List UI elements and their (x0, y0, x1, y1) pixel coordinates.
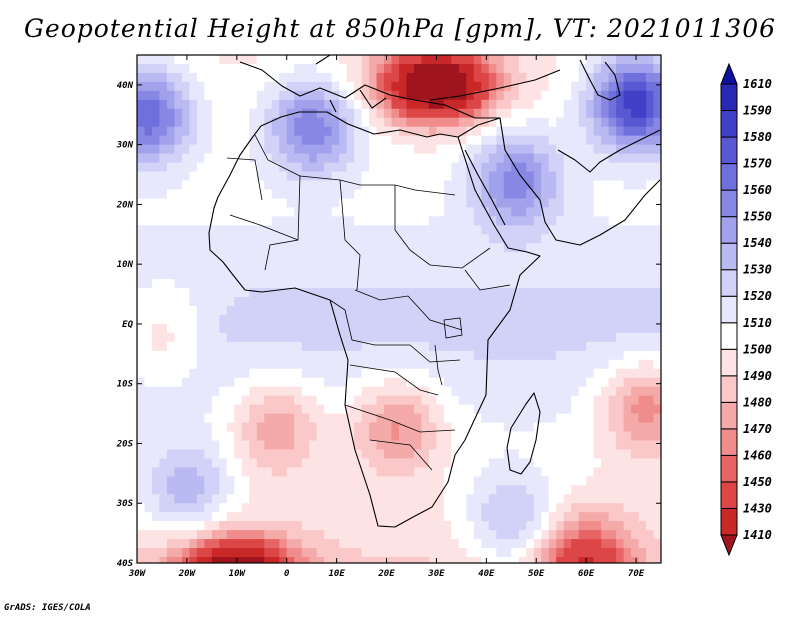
colorbar-level-label: 1540 (743, 236, 772, 250)
lon-tick-label: 20E (377, 569, 395, 579)
lake-tanganyika (434, 344, 443, 386)
colorbar-swatch (720, 348, 738, 377)
map-title: Geopotential Height at 850hPa [gpm], VT:… (23, 14, 777, 43)
colorbar-level-label: 1610 (743, 77, 772, 91)
colorbar: 1410 1430 1450 1460 1470 1480 1490 1500 1510 1520… (720, 62, 772, 557)
lon-tick-label: 60E (578, 569, 595, 579)
lon-tick-label: 30W (128, 569, 147, 579)
colorbar-level-label: 1500 (743, 342, 772, 356)
colorbar-level-label: 1490 (743, 369, 772, 383)
lake-victoria (443, 317, 463, 339)
colorbar-swatch (720, 322, 738, 350)
lon-tick-label: 50E (528, 569, 545, 579)
colorbar-swatch (720, 136, 738, 165)
colorbar-swatch (720, 242, 738, 271)
lat-tick-label: 20S (116, 439, 134, 449)
colorbar-swatch (720, 507, 738, 536)
coastlines-and-borders (208, 55, 661, 528)
colorbar-level-label: 1410 (743, 528, 772, 542)
colorbar-level-label: 1570 (743, 157, 772, 171)
africa-coastline (208, 111, 541, 528)
colorbar-swatch (720, 454, 738, 483)
lat-tick-label: 20N (116, 200, 134, 210)
colorbar-min-arrow (720, 534, 738, 557)
caspian-sea-coast (579, 59, 621, 101)
lat-tick-label: 30S (116, 499, 134, 509)
country-borders (226, 134, 511, 471)
lon-tick-label: 20W (178, 569, 197, 579)
lat-tick-label: 40N (117, 81, 134, 91)
colorbar-level-label: 1510 (743, 316, 772, 330)
colorbar-swatch (720, 216, 738, 244)
lon-tick-label: 30E (427, 569, 445, 579)
colorbar-swatch (720, 375, 738, 403)
colorbar-level-label: 1460 (743, 448, 772, 462)
colorbar-level-label: 1530 (743, 263, 772, 277)
geopotential-field (137, 55, 661, 563)
map-frame (136, 54, 662, 564)
madagascar-coastline (506, 392, 541, 475)
colorbar-swatch (720, 481, 738, 509)
lon-tick-label: 0 (284, 569, 290, 579)
colorbar-max-arrow (720, 62, 738, 85)
persian-gulf-coast (557, 129, 661, 173)
colorbar-level-label: 1480 (743, 395, 772, 409)
colorbar-swatch (720, 269, 738, 297)
colorbar-level-label: 1470 (743, 422, 772, 436)
colorbar-swatch (720, 163, 738, 191)
colorbar-swatch (720, 428, 738, 456)
lat-tick-label: 10N (117, 260, 134, 270)
colorbar-level-label: 1520 (743, 289, 772, 303)
lon-tick-label: 70E (628, 569, 645, 579)
lat-tick-label: 30N (116, 141, 134, 151)
colorbar-swatch (720, 83, 738, 112)
colorbar-level-label: 1430 (743, 501, 772, 515)
colorbar-level-label: 1590 (743, 104, 772, 118)
red-sea-coast (464, 149, 506, 226)
colorbar-level-label: 1450 (743, 475, 772, 489)
lat-tick-label: 40S (117, 559, 134, 569)
colorbar-swatch (720, 189, 738, 218)
europe-coastline (239, 55, 561, 119)
lon-tick-label: 10E (328, 569, 345, 579)
grads-credit: GrADS: IGES/COLA (4, 603, 91, 613)
lat-tick-label: EQ (122, 320, 133, 330)
colorbar-swatch (720, 295, 738, 324)
colorbar-swatch (720, 110, 738, 138)
colorbar-level-label: 1550 (743, 210, 772, 224)
lon-tick-label: 40E (478, 569, 495, 579)
lon-tick-label: 10W (229, 569, 247, 579)
colorbar-level-label: 1580 (743, 130, 772, 144)
colorbar-swatch (720, 401, 738, 430)
lat-tick-label: 10S (117, 380, 134, 390)
axis-ticks: 30W 20W 10W 0 10E 20E 30E 40E 50E 60E 70E 40N 30N 20N… (116, 55, 661, 579)
colorbar-level-label: 1560 (743, 183, 772, 197)
